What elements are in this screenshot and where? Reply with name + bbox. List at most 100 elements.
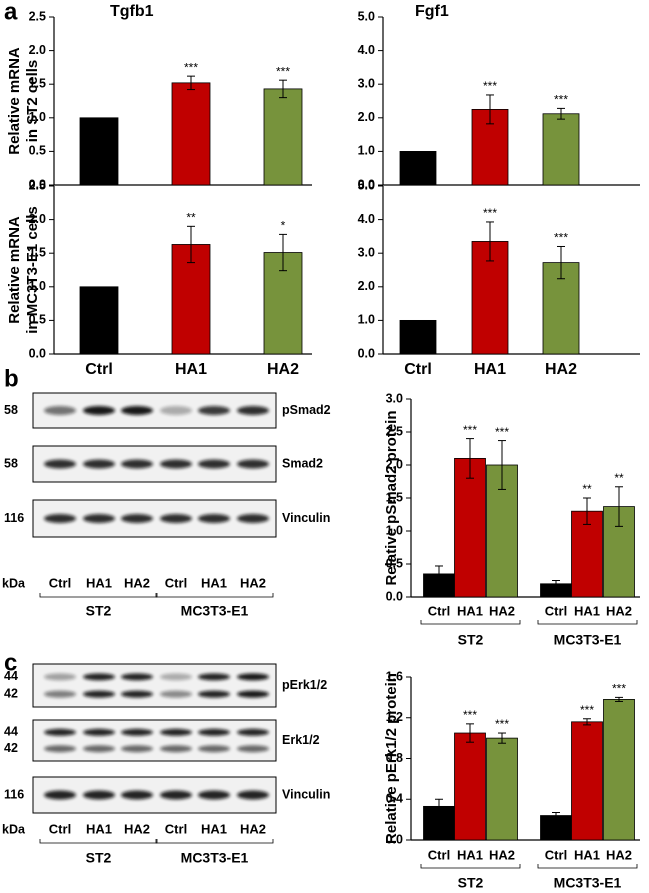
group-bracket bbox=[155, 839, 274, 844]
y-tick-label: 1.5 bbox=[29, 245, 46, 259]
blot-band bbox=[121, 514, 153, 523]
blot-band bbox=[121, 745, 153, 753]
x-tick-label: Ctrl bbox=[428, 603, 450, 618]
significance-label: * bbox=[281, 219, 286, 233]
blot-band bbox=[160, 459, 192, 469]
y-tick-label: 0.0 bbox=[386, 589, 403, 603]
y-tick-label: 0.0 bbox=[29, 346, 46, 360]
group-label: MC3T3-E1 bbox=[554, 632, 622, 648]
significance-label: *** bbox=[276, 64, 290, 78]
significance-label: *** bbox=[483, 79, 497, 93]
group-bracket bbox=[537, 864, 638, 869]
significance-label: *** bbox=[184, 60, 198, 74]
bar bbox=[171, 82, 211, 186]
y-tick-label: 1.0 bbox=[358, 144, 375, 158]
blot-band bbox=[44, 790, 76, 800]
x-tick-label: HA1 bbox=[574, 603, 600, 618]
molecular-weight: 58 bbox=[4, 403, 18, 417]
bar-chart: Tgfb1 Relative mRNA in ST2 cells 0.0 0.5 1.0 1… bbox=[6, 3, 312, 191]
blot-band bbox=[237, 745, 269, 753]
x-tick-label: Ctrl bbox=[404, 361, 432, 378]
significance-label: *** bbox=[463, 708, 477, 722]
bar bbox=[542, 113, 580, 186]
group-label: MC3T3-E1 bbox=[181, 850, 249, 866]
blot-band bbox=[160, 690, 192, 698]
blot-band bbox=[83, 673, 115, 681]
x-tick-label: HA2 bbox=[489, 603, 515, 618]
y-tick-label: 4.0 bbox=[358, 43, 375, 57]
y-tick-label: 2.0 bbox=[29, 43, 46, 57]
lane-label: HA2 bbox=[124, 821, 150, 836]
bar-chart: Fgf1 0.0 1.0 2.0 3.0 4.0 5.0 *** *** bbox=[358, 3, 640, 191]
blot-band bbox=[160, 514, 192, 523]
x-tick-label: HA2 bbox=[267, 361, 299, 378]
x-tick-label: HA2 bbox=[606, 847, 632, 862]
significance-label: ** bbox=[582, 482, 592, 496]
molecular-weight: 44 bbox=[4, 725, 18, 739]
significance-label: *** bbox=[495, 717, 509, 731]
blot-band bbox=[198, 728, 230, 736]
lane-label: HA2 bbox=[124, 575, 150, 590]
significance-label: *** bbox=[483, 206, 497, 220]
lane-label: HA1 bbox=[201, 575, 227, 590]
x-tick-label: HA2 bbox=[606, 603, 632, 618]
panel-label: a bbox=[4, 0, 18, 25]
x-tick-label: HA2 bbox=[489, 847, 515, 862]
molecular-weight: 44 bbox=[4, 669, 18, 683]
y-tick-label: 3.0 bbox=[386, 391, 403, 405]
lane-label: HA1 bbox=[86, 575, 112, 590]
blot-band bbox=[83, 745, 115, 753]
blot-band bbox=[44, 514, 76, 523]
western-blot: 58 pSmad2 58 Smad2 116 Vinculin kDa Ctrl HA1 HA2 C… bbox=[2, 392, 331, 619]
significance-label: *** bbox=[554, 93, 568, 107]
group-label: ST2 bbox=[458, 632, 484, 648]
y-tick-label: 0.8 bbox=[386, 751, 403, 765]
y-tick-label: 0.4 bbox=[386, 792, 403, 806]
protein-label: Vinculin bbox=[282, 787, 330, 801]
blot-band bbox=[83, 690, 115, 698]
protein-label: pSmad2 bbox=[282, 403, 331, 417]
bar-chart: Relative pSmad2 protein 0.0 0.5 1.0 1.5 2.0 2.… bbox=[383, 391, 640, 648]
molecular-weight: 58 bbox=[4, 456, 18, 470]
lane-label: Ctrl bbox=[49, 821, 71, 836]
blot-band bbox=[83, 514, 115, 523]
blot-band bbox=[237, 728, 269, 736]
blot-band bbox=[121, 673, 153, 681]
group-bracket bbox=[155, 593, 274, 598]
blot-band bbox=[160, 728, 192, 736]
y-tick-label: 1.5 bbox=[29, 76, 46, 90]
y-tick-label: 2.0 bbox=[358, 110, 375, 124]
blot-band bbox=[198, 406, 230, 415]
bar bbox=[603, 699, 635, 841]
lane-label: Ctrl bbox=[165, 575, 187, 590]
y-tick-label: 0.5 bbox=[386, 556, 403, 570]
bar-chart: 0.0 1.0 2.0 3.0 4.0 5.0 Ctrl *** HA1 *** HA2 bbox=[358, 178, 640, 378]
y-tick-label: 1.5 bbox=[386, 490, 403, 504]
blot-band bbox=[121, 790, 153, 800]
blot-band bbox=[198, 459, 230, 469]
bar bbox=[263, 88, 303, 186]
y-tick-label: 3.0 bbox=[358, 245, 375, 259]
significance-label: *** bbox=[463, 423, 477, 437]
blot-band bbox=[237, 673, 269, 681]
y-axis-label: in ST2 cells bbox=[24, 60, 41, 143]
blot-band bbox=[160, 673, 192, 681]
blot-band bbox=[83, 728, 115, 736]
significance-label: *** bbox=[554, 231, 568, 245]
blot-band bbox=[83, 790, 115, 800]
lane-label: Ctrl bbox=[49, 575, 71, 590]
bar bbox=[399, 150, 437, 186]
y-tick-label: 1.6 bbox=[386, 669, 403, 683]
x-tick-label: HA1 bbox=[574, 847, 600, 862]
protein-label: Erk1/2 bbox=[282, 733, 320, 747]
panel-label: b bbox=[4, 365, 19, 392]
chart-title: Fgf1 bbox=[415, 3, 449, 20]
blot-band bbox=[121, 459, 153, 469]
group-bracket bbox=[420, 864, 521, 869]
significance-label: *** bbox=[580, 703, 594, 717]
y-tick-label: 0.0 bbox=[29, 177, 46, 191]
y-tick-label: 2.5 bbox=[386, 424, 403, 438]
blot-band bbox=[237, 790, 269, 800]
blot-band bbox=[44, 690, 76, 698]
